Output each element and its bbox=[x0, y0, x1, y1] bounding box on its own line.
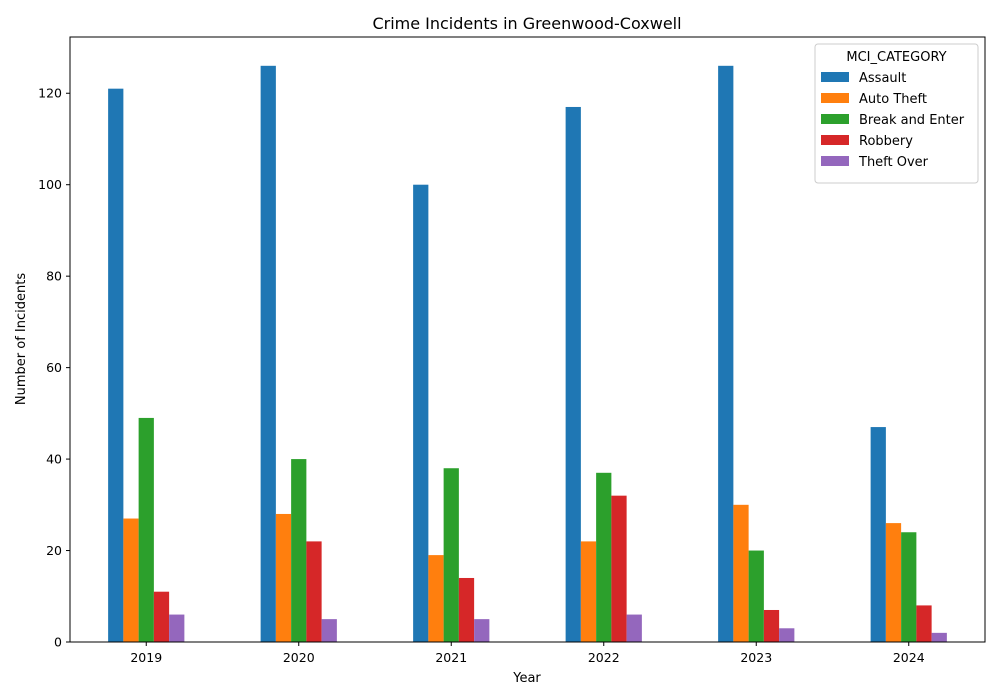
bar bbox=[275, 513, 292, 642]
y-tick-label: 0 bbox=[54, 635, 62, 650]
bar bbox=[123, 518, 139, 642]
legend-swatch bbox=[821, 114, 849, 124]
y-tick-label: 120 bbox=[38, 86, 62, 101]
bar bbox=[458, 577, 475, 642]
bar bbox=[169, 614, 185, 642]
series-robbery bbox=[153, 495, 932, 642]
bar bbox=[733, 504, 749, 642]
legend-label: Auto Theft bbox=[859, 92, 927, 107]
x-tick-label: 2024 bbox=[893, 650, 925, 665]
x-tick-label: 2023 bbox=[740, 650, 772, 665]
legend-box bbox=[814, 43, 979, 184]
bar bbox=[428, 555, 444, 642]
legend: MCI_CATEGORY Assault Auto Theft Break and E… bbox=[814, 43, 979, 184]
legend-title: MCI_CATEGORY bbox=[846, 50, 946, 65]
plot-frame bbox=[69, 36, 986, 643]
bar bbox=[108, 88, 124, 643]
bar bbox=[306, 541, 322, 642]
series-theft-over bbox=[169, 614, 947, 642]
x-tick-label: 2020 bbox=[283, 650, 315, 665]
bar bbox=[870, 427, 886, 642]
bar bbox=[901, 532, 917, 642]
bar bbox=[580, 541, 597, 642]
series-auto-theft bbox=[123, 504, 902, 642]
bar bbox=[413, 184, 429, 642]
x-tick-label: 2022 bbox=[588, 650, 620, 665]
legend-label: Robbery bbox=[859, 134, 913, 149]
legend-label: Theft Over bbox=[858, 155, 929, 170]
series-break-and-enter bbox=[138, 417, 917, 642]
legend-swatch bbox=[821, 135, 849, 145]
y-axis-label: Number of Incidents bbox=[14, 273, 29, 405]
bar bbox=[718, 65, 734, 643]
bar bbox=[931, 632, 947, 642]
bar bbox=[596, 472, 612, 642]
bar bbox=[626, 614, 642, 642]
legend-label: Assault bbox=[859, 71, 906, 86]
y-tick-label: 80 bbox=[46, 269, 62, 284]
y-tick-label: 100 bbox=[38, 177, 62, 192]
bar bbox=[611, 495, 627, 642]
bar bbox=[748, 550, 764, 642]
x-tick-label: 2019 bbox=[130, 650, 162, 665]
legend-swatch bbox=[821, 93, 849, 103]
chart-title: Crime Incidents in Greenwood-Coxwell bbox=[372, 14, 681, 33]
bar bbox=[565, 106, 581, 642]
bar bbox=[763, 609, 780, 642]
bar bbox=[474, 619, 490, 642]
series-assault bbox=[108, 65, 886, 643]
bar bbox=[885, 523, 902, 642]
bar bbox=[779, 628, 795, 642]
legend-swatch bbox=[821, 72, 849, 82]
legend-label: Break and Enter bbox=[859, 113, 965, 128]
y-tick-label: 40 bbox=[46, 452, 62, 467]
bar bbox=[291, 459, 307, 642]
bar bbox=[153, 591, 170, 642]
plot-area: 2019 2020 2021 2022 2023 2024 0 20 40 60 80 100 120 bbox=[38, 36, 986, 665]
bar bbox=[443, 468, 459, 642]
bar bbox=[138, 417, 154, 642]
bar bbox=[916, 605, 932, 642]
y-tick-label: 60 bbox=[46, 360, 62, 375]
y-tick-label: 20 bbox=[46, 543, 62, 558]
legend-swatch bbox=[821, 156, 849, 166]
x-axis-label: Year bbox=[512, 671, 541, 686]
x-tick-label: 2021 bbox=[435, 650, 467, 665]
bar bbox=[321, 619, 337, 642]
bar bbox=[260, 65, 276, 643]
